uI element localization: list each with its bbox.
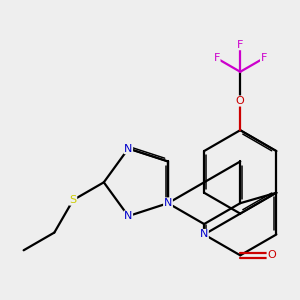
Text: N: N [200,230,208,239]
Text: N: N [164,198,172,208]
Text: N: N [124,211,133,221]
Text: F: F [214,53,220,63]
Text: F: F [237,40,243,50]
Text: N: N [124,144,133,154]
Text: F: F [260,53,267,63]
Text: N: N [164,198,172,208]
Text: S: S [70,195,77,205]
Text: O: O [267,250,276,260]
Text: O: O [236,96,244,106]
